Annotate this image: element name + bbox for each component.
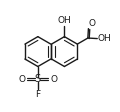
Text: O: O — [19, 75, 26, 84]
Text: O: O — [50, 75, 57, 84]
Text: S: S — [35, 74, 41, 84]
Text: O: O — [89, 19, 96, 28]
Text: OH: OH — [58, 16, 71, 25]
Text: OH: OH — [98, 34, 112, 43]
Text: F: F — [35, 90, 40, 99]
